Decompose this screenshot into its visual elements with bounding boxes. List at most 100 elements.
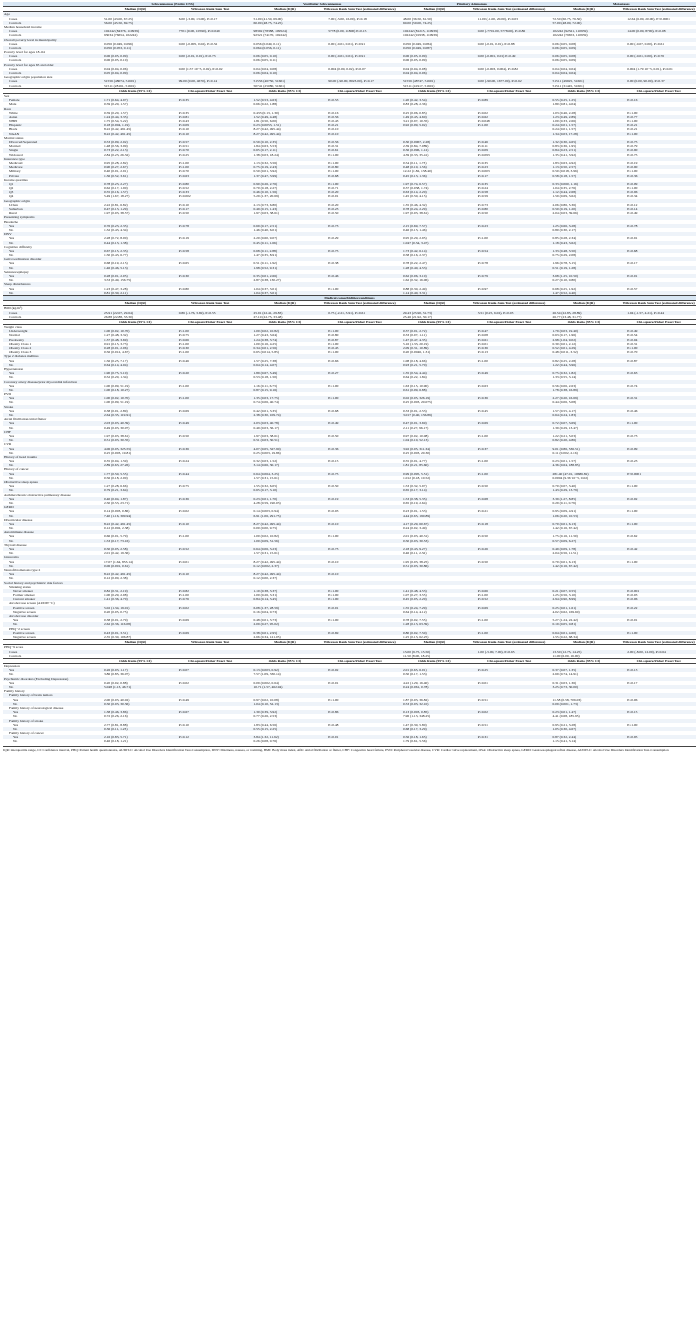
row-label: No [3,563,98,568]
section-title: Medical comorbidities/conditions [3,294,696,301]
table-cell [471,580,547,585]
table-cell [172,290,248,296]
row-label: Female [3,98,98,103]
table-cell: 98392 (78388, 109524) [247,29,323,34]
column-header: Wilcoxon Rank-Sum Test (estimated differ… [471,6,547,13]
table-cell [397,693,472,698]
row-label: Yes [9,408,15,413]
table-cell [322,106,397,111]
table-cell: 1.35 (0.54, 4.44) [397,371,472,376]
table-cell: 0.00 (0.00, 90.00), P=0.37 [621,79,696,84]
table-cell: 1.20 (0.42, 3.54) [397,98,472,103]
table-cell: P=0.06 [627,697,638,702]
table-cell [322,429,397,434]
table-cell [546,454,622,460]
row-label: Marital status [4,135,24,140]
table-cell: 0.97 (0.02, 10.08) [403,433,429,438]
table-cell [621,614,696,619]
table-cell [471,685,547,690]
table-cell [546,693,622,698]
table-cell: 13.50 (12.75, 14.25) [546,649,622,654]
table-cell: 51511 (49925, 51601) [546,79,622,84]
table-cell [172,265,248,270]
table-cell: 8.22 (0.42, 491.45) [98,131,173,136]
table-row: Military 0.40 (0.01, 2.91) P=0.70 0.50 (0.0… [3,169,696,173]
variable-header-row: Age [3,11,696,17]
table-cell: P=0.87 [322,337,397,342]
table-cell: P=1.00 [621,421,696,426]
table-cell: 102242 (79653, 110939) [552,33,588,38]
table-cell: 102242 (84376, 110939) [98,29,173,34]
variable-header-row: Median household income [3,25,696,29]
table-cell: P=0.54 [627,333,638,338]
table-cell: 1.47 (0.52, 4.40) [546,290,622,296]
column-header: Wilcoxon Rank-Sum Test (estimated differ… [471,300,547,307]
table-cell [397,232,472,237]
table-cell: 1.50 (0.43, 6.77) [104,253,128,258]
table-cell: 0.28 (0.01, 2.06) [98,346,173,351]
table-cell: 0.68 (0.17, 3.29) [397,726,472,732]
table-cell: 1.79 (0.61, 5.56) [403,739,427,744]
table-cell: P=0.75 [621,140,696,145]
row-label: Q4 [9,194,14,199]
table-cell [172,45,248,51]
variable-header-row: Seizures/epilepsy [3,270,696,274]
table-cell: 1.83 (0.63, 4.92) [552,160,577,165]
table-cell: 0.53 (0.18, 1.50) [253,375,278,380]
table-cell: P=0.42 [621,547,696,552]
row-label: Yes [9,559,15,564]
row-label: GERD [3,505,98,510]
table-row: White 0.59 (0.20, 1.57) P=0.35 0.433 (0.13,… [3,111,696,115]
table-cell [322,20,397,25]
table-cell: P=0.51 [477,697,488,702]
table-cell: 0.21 (0.07, 0.55) [546,588,622,594]
table-cell [621,265,696,270]
table-cell: P=0.19 [627,160,638,165]
table-cell [621,413,696,418]
row-label: Yes [9,509,15,514]
table-cell: 5778 (0.00, 11800) P=0.15 [322,29,397,34]
row-label: No [3,488,98,493]
table-cell: 1.27 (0.43, 3.64) [253,333,278,338]
table-cell: P=0.74 [627,383,638,388]
table-cell: 0.24 (0.01, 1.57) [546,123,622,128]
table-cell [471,37,547,42]
table-cell: 5.02 (1.34, 19.01) [98,605,173,610]
variable-header-row: Weight class [3,325,696,330]
table-cell: 0.06 (0.05, 0.09) [397,54,472,59]
table-cell: P=0.52 [172,547,248,552]
table-cell: P=0.13 [477,350,488,355]
row-label: Yes [3,446,98,451]
row-label: BMI (kg/m²) [4,306,23,311]
table-cell: P=0.10 [322,131,397,136]
row-label: Cases [9,66,18,71]
row-label: No [3,438,98,443]
table-cell [471,354,547,359]
table-cell [172,215,248,220]
table-cell: P=1.00 [322,396,397,401]
table-cell: 1.56 (0.25, 7.17) [104,358,128,363]
table-cell: 2.39 (0.84, 7.089) [403,144,429,149]
table-cell [172,563,248,568]
table-cell: P=0.10 [172,521,248,527]
row-label: Hypertension [4,366,24,371]
table-cell: 2.94 (0.90, 8.99) [546,597,622,602]
table-cell [471,131,547,136]
table-cell: P=0.70 [627,350,638,355]
row-label: Glaucoma [3,555,98,560]
table-row: No 0.56 (0.18, 2.00) 1.57 (0.31, 15.61) 1.0… [3,476,696,480]
variable-header-row: PHQ−9 score [3,645,696,650]
table-cell: 1.25 (0.13, 62.25) [403,634,429,639]
table-cell: 7.40 (1.16, 309.94) [98,513,173,518]
row-label: Former smoker [13,593,35,598]
table-cell: 0.85 (0.28, 2.34) [552,236,577,241]
table-row: Yes 0.40 (0.04, 1.87) P=0.36 0.23 (0.01, 1.… [3,496,696,501]
table-cell: 0.27 (0.10, 0.80) [552,278,577,283]
table-cell: 0.00 (-0.01, 0.01), P=0.91 [328,41,366,46]
table-cell [397,404,472,409]
row-label: Yes [3,668,98,673]
row-label: Coronary artery disease/prior myocardial… [3,379,98,384]
table-cell [98,198,173,203]
table-cell [621,62,696,67]
table-cell: P=0.66 [328,358,339,363]
